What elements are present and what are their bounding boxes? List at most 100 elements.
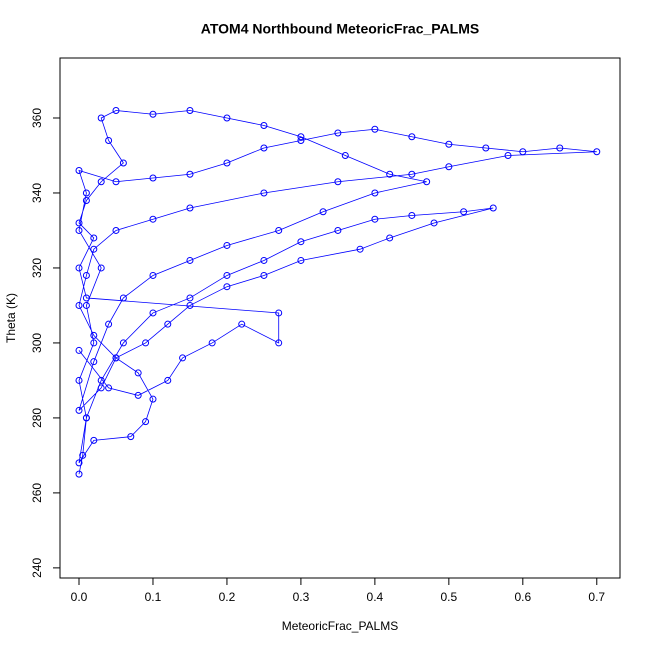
data-point	[75, 301, 83, 309]
data-point	[97, 376, 105, 384]
data-point	[82, 414, 90, 422]
data-point	[105, 384, 113, 392]
x-tick-label: 0.5	[440, 590, 457, 604]
data-point	[149, 215, 157, 223]
data-point	[223, 114, 231, 122]
data-point	[445, 163, 453, 171]
data-point	[186, 256, 194, 264]
data-point	[90, 234, 98, 242]
x-tick-label: 0.3	[293, 590, 310, 604]
data-point	[112, 226, 120, 234]
data-point	[297, 133, 305, 141]
data-point	[97, 264, 105, 272]
data-point	[186, 301, 194, 309]
data-point	[223, 241, 231, 249]
chart-title: ATOM4 Northbound MeteoricFrac_PALMS	[201, 21, 479, 37]
data-point	[489, 204, 497, 212]
plot-box	[59, 57, 621, 579]
x-tick-label: 0.7	[588, 590, 605, 604]
data-point	[445, 140, 453, 148]
data-point	[149, 110, 157, 118]
data-point	[208, 339, 216, 347]
y-tick-label: 240	[30, 558, 44, 578]
data-point	[75, 166, 83, 174]
y-tick-label: 280	[30, 408, 44, 428]
data-point	[238, 320, 246, 328]
data-point	[275, 339, 283, 347]
data-point	[90, 245, 98, 253]
data-point	[134, 369, 142, 377]
y-tick-label: 300	[30, 333, 44, 353]
data-point	[82, 294, 90, 302]
data-point	[142, 339, 150, 347]
x-tick-label: 0.4	[367, 590, 384, 604]
data-point	[260, 144, 268, 152]
data-point	[134, 391, 142, 399]
data-point	[334, 226, 342, 234]
data-point	[275, 226, 283, 234]
data-point	[334, 129, 342, 137]
data-point	[186, 204, 194, 212]
x-tick-label: 0.0	[71, 590, 88, 604]
data-point	[504, 151, 512, 159]
data-point	[223, 159, 231, 167]
data-point	[260, 271, 268, 279]
data-point	[90, 331, 98, 339]
data-point	[297, 238, 305, 246]
data-point	[519, 148, 527, 156]
data-point	[105, 320, 113, 328]
data-point	[186, 106, 194, 114]
data-point	[460, 208, 468, 216]
data-point	[97, 178, 105, 186]
data-point	[356, 245, 364, 253]
data-point	[386, 234, 394, 242]
data-point	[423, 178, 431, 186]
data-point	[119, 294, 127, 302]
data-point	[341, 151, 349, 159]
data-point	[260, 121, 268, 129]
data-point	[371, 125, 379, 133]
data-point	[179, 354, 187, 362]
y-tick-label: 360	[30, 108, 44, 128]
data-point	[119, 159, 127, 167]
data-point	[75, 346, 83, 354]
data-point	[223, 283, 231, 291]
data-point	[186, 170, 194, 178]
data-point	[82, 301, 90, 309]
y-tick-label: 320	[30, 258, 44, 278]
y-axis-label: Theta (K)	[4, 293, 18, 343]
data-point	[105, 136, 113, 144]
data-point	[408, 133, 416, 141]
data-point	[82, 271, 90, 279]
data-point	[90, 339, 98, 347]
data-point	[260, 189, 268, 197]
data-point	[75, 406, 83, 414]
data-point	[97, 114, 105, 122]
data-point	[408, 211, 416, 219]
data-point	[97, 384, 105, 392]
data-point	[75, 459, 83, 467]
x-axis-label: MeteoricFrac_PALMS	[282, 619, 398, 633]
data-point	[482, 144, 490, 152]
data-point	[142, 418, 150, 426]
data-point	[430, 219, 438, 227]
x-tick-label: 0.2	[219, 590, 236, 604]
x-tick-label: 0.1	[145, 590, 162, 604]
data-point	[371, 215, 379, 223]
data-point	[334, 178, 342, 186]
data-point	[75, 264, 83, 272]
data-point	[186, 294, 194, 302]
data-point	[164, 376, 172, 384]
data-point	[112, 106, 120, 114]
data-point	[408, 170, 416, 178]
y-tick-label: 340	[30, 183, 44, 203]
data-point	[90, 358, 98, 366]
data-point	[275, 309, 283, 317]
data-point	[112, 354, 120, 362]
data-point	[386, 170, 394, 178]
data-point	[556, 144, 564, 152]
data-point	[319, 208, 327, 216]
data-point	[297, 256, 305, 264]
y-tick-label: 260	[30, 483, 44, 503]
